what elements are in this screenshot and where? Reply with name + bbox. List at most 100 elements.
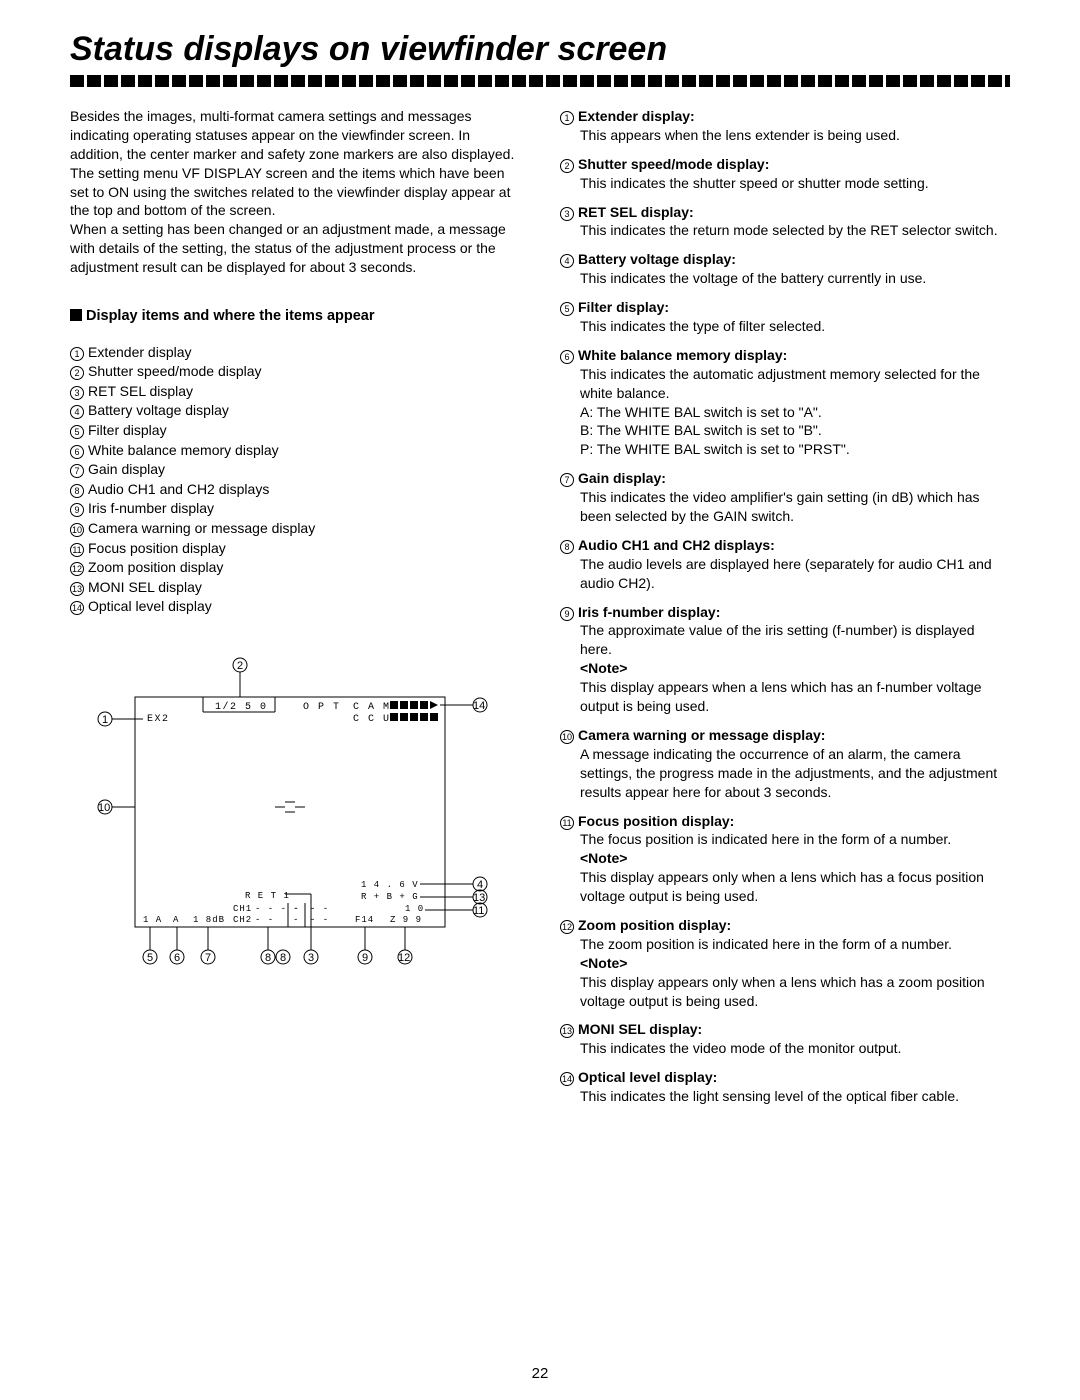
list-item: 14Optical level display	[70, 597, 520, 617]
circled-number-icon: 6	[70, 445, 84, 459]
svg-text:7: 7	[205, 952, 211, 964]
vf-zoom: Z 9 9	[390, 915, 422, 925]
list-item: 6White balance memory display	[70, 441, 520, 461]
circled-number-icon: 8	[560, 540, 574, 554]
desc-note-body: This display appears only when a lens wh…	[580, 973, 1010, 1011]
vf-shutter: 1/2 5 0	[215, 701, 268, 713]
vf-dash1b: - -	[255, 915, 274, 925]
circled-number-icon: 7	[560, 473, 574, 487]
description-item: 13MONI SEL display:This indicates the vi…	[560, 1020, 1010, 1058]
list-item-label: Focus position display	[88, 540, 226, 556]
list-item: 5Filter display	[70, 421, 520, 441]
vf-ch2: CH2	[233, 915, 252, 925]
list-item: 2 Shutter speed/mode display	[70, 362, 520, 382]
desc-note-label: <Note>	[580, 954, 1010, 973]
description-item: 2Shutter speed/mode display:This indicat…	[560, 155, 1010, 193]
list-item: 10Camera warning or message display	[70, 519, 520, 539]
desc-body: This indicates the type of filter select…	[580, 317, 1010, 336]
description-item: 4 Battery voltage display: This indicates …	[560, 250, 1010, 288]
list-item-label: RET SEL display	[88, 383, 193, 399]
desc-head: Focus position display:	[578, 813, 734, 829]
square-bullet-icon	[70, 309, 82, 321]
circled-number-icon: 5	[560, 302, 574, 316]
vf-dash3a: - -	[310, 904, 329, 914]
vf-ch1: CH1	[233, 904, 252, 914]
list-item: 4Battery voltage display	[70, 401, 520, 421]
left-column: Besides the images, multi-format camera …	[70, 107, 520, 1116]
desc-body: The zoom position is indicated here in t…	[580, 935, 1010, 954]
list-item: 11Focus position display	[70, 539, 520, 559]
list-item: 13MONI SEL display	[70, 578, 520, 598]
circled-number-icon: 14	[560, 1072, 574, 1086]
circled-number-icon: 10	[560, 730, 574, 744]
list-item-label: Battery voltage display	[88, 402, 229, 418]
desc-body: A message indicating the occurrence of a…	[580, 745, 1010, 802]
desc-head: Optical level display:	[578, 1069, 717, 1085]
circled-number-icon: 1	[70, 347, 84, 361]
circled-number-icon: 12	[560, 920, 574, 934]
desc-note-label: <Note>	[580, 659, 1010, 678]
svg-text:8: 8	[265, 952, 271, 964]
viewfinder-diagram: EX2 1/2 5 0 O P T C A M C C U	[85, 647, 520, 982]
desc-note-body: This display appears only when a lens wh…	[580, 868, 1010, 906]
desc-head: Iris f-number display:	[578, 604, 720, 620]
circled-number-icon: 1	[560, 111, 574, 125]
desc-sub: A: The WHITE BAL switch is set to "A".	[580, 403, 1010, 422]
svg-text:4: 4	[477, 879, 483, 891]
description-item: 12 Zoom position display: The zoom positio…	[560, 916, 1010, 1010]
desc-body: This indicates the automatic adjustment …	[580, 365, 1010, 403]
list-item-label: Audio CH1 and CH2 displays	[88, 481, 269, 497]
circled-number-icon: 2	[560, 159, 574, 173]
description-item: 7Gain display:This indicates the video a…	[560, 469, 1010, 526]
vf-dash2b: -	[293, 915, 299, 925]
desc-head: Zoom position display:	[578, 917, 731, 933]
circled-number-icon: 3	[560, 207, 574, 221]
vf-moni: R + B + G	[361, 892, 419, 902]
list-item: 8Audio CH1 and CH2 displays	[70, 480, 520, 500]
content-columns: Besides the images, multi-format camera …	[70, 107, 1010, 1116]
list-item-label: Iris f-number display	[88, 500, 214, 516]
svg-text:10: 10	[98, 802, 110, 814]
description-item: 1Extender display:This appears when the …	[560, 107, 1010, 145]
description-item: 8Audio CH1 and CH2 displays:The audio le…	[560, 536, 1010, 593]
list-item: 12Zoom position display	[70, 558, 520, 578]
svg-text:14: 14	[473, 700, 485, 712]
desc-body: This indicates the return mode selected …	[580, 221, 1010, 240]
list-item-label: Shutter speed/mode display	[88, 363, 262, 379]
vf-cam: C A M	[353, 702, 391, 713]
svg-text:12: 12	[398, 952, 410, 964]
svg-text:1: 1	[102, 714, 108, 726]
page-title: Status displays on viewfinder screen	[70, 30, 1010, 69]
list-item-label: Gain display	[88, 461, 165, 477]
circled-number-icon: 4	[560, 254, 574, 268]
desc-head: RET SEL display:	[578, 204, 694, 220]
desc-head: Battery voltage display:	[578, 251, 736, 267]
description-item: 10Camera warning or message display:A me…	[560, 726, 1010, 802]
vf-focus: 1 0	[405, 904, 424, 914]
circled-number-icon: 2	[70, 366, 84, 380]
desc-head: Shutter speed/mode display:	[578, 156, 769, 172]
svg-text:5: 5	[147, 952, 153, 964]
vf-iris: F14	[355, 915, 374, 925]
svg-text:6: 6	[174, 952, 180, 964]
circled-number-icon: 12	[70, 562, 84, 576]
list-item: 9 Iris f-number display	[70, 499, 520, 519]
svg-text:11: 11	[473, 905, 484, 917]
section-heading-text: Display items and where the items appear	[86, 308, 375, 324]
vf-ex2: EX2	[147, 714, 170, 725]
circled-number-icon: 9	[70, 503, 84, 517]
circled-number-icon: 6	[560, 350, 574, 364]
vf-filter: 1 A	[143, 915, 162, 925]
vf-gain: 1 8dB	[193, 915, 225, 925]
vf-ret: R E T 1	[245, 891, 290, 901]
desc-head: White balance memory display:	[578, 347, 787, 363]
desc-head: Extender display:	[578, 108, 695, 124]
vf-dash2a: -	[293, 904, 299, 914]
list-item: 1Extender display	[70, 343, 520, 363]
right-column: 1Extender display:This appears when the …	[560, 107, 1010, 1116]
vf-ccu: C C U	[353, 714, 391, 725]
circled-number-icon: 9	[560, 607, 574, 621]
item-list: 1Extender display 2 Shutter speed/mode di…	[70, 343, 520, 617]
desc-body: This indicates the voltage of the batter…	[580, 269, 1010, 288]
circled-number-icon: 3	[70, 386, 84, 400]
